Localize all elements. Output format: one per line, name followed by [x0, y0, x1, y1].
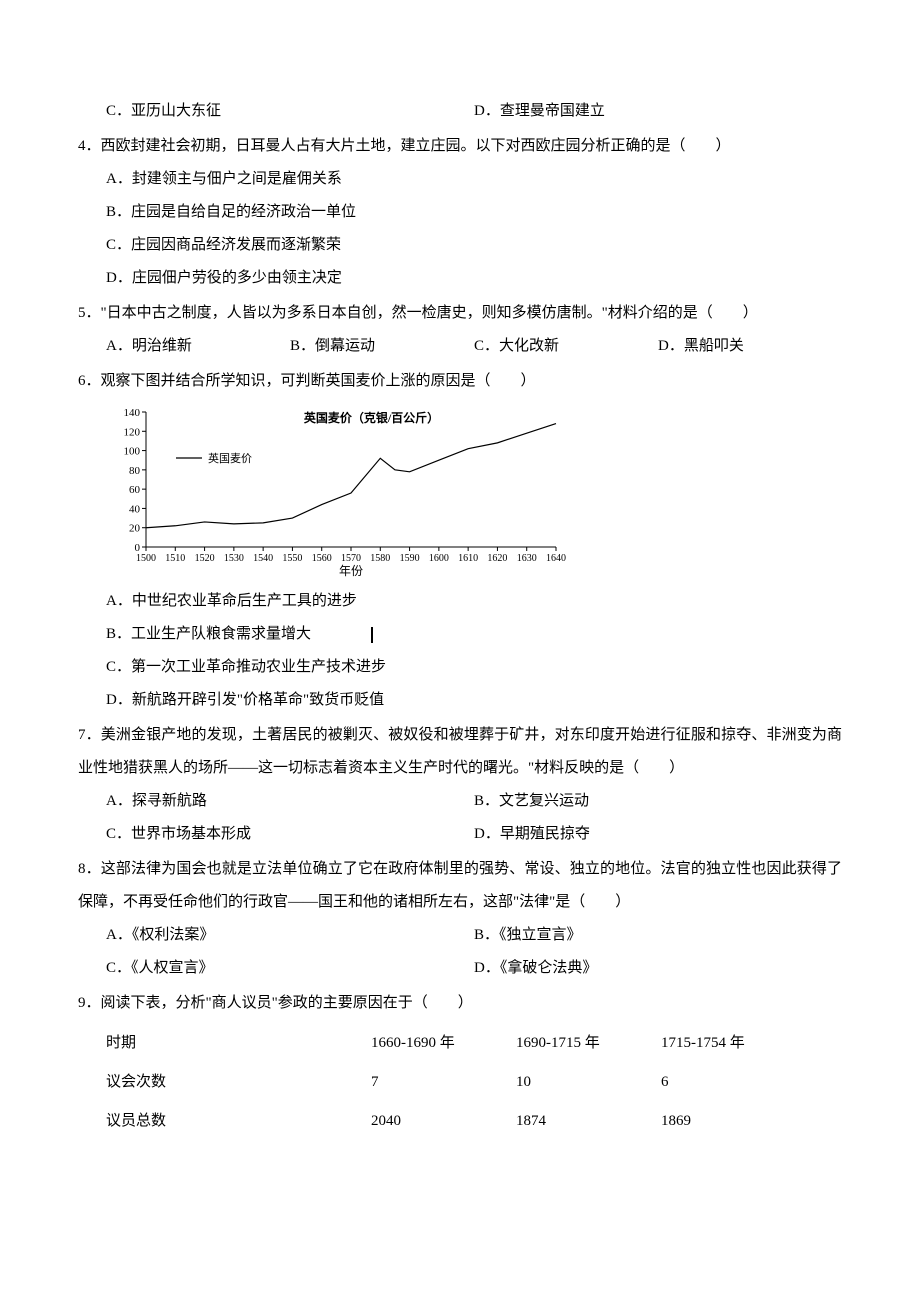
q7-option-a: A．探寻新航路 [106, 785, 474, 818]
q4-option-b: B．庄园是自给自足的经济政治一单位 [106, 196, 842, 229]
q9: 9．阅读下表，分析"商人议员"参政的主要原因在于（ ） 时期 1660-1690… [78, 987, 842, 1141]
q4-option-c: C．庄园因商品经济发展而逐渐繁荣 [106, 229, 842, 262]
q8-stem: 8．这部法律为国会也就是立法单位确立了它在政府体制里的强势、常设、独立的地位。法… [78, 853, 842, 919]
th-1690: 1690-1715 年 [516, 1024, 661, 1063]
q3-option-d: D．查理曼帝国建立 [474, 95, 842, 128]
q6-option-a: A．中世纪农业革命后生产工具的进步 [106, 585, 842, 618]
q6: 6．观察下图并结合所学知识，可判断英国麦价上涨的原因是（ ） 020406080… [78, 365, 842, 717]
q9-stem: 9．阅读下表，分析"商人议员"参政的主要原因在于（ ） [78, 987, 842, 1020]
svg-text:1630: 1630 [517, 553, 537, 564]
q7-option-b: B．文艺复兴运动 [474, 785, 842, 818]
q6-option-d: D．新航路开辟引发"价格革命"致货币贬值 [106, 684, 842, 717]
q8: 8．这部法律为国会也就是立法单位确立了它在政府体制里的强势、常设、独立的地位。法… [78, 853, 842, 985]
svg-text:1640: 1640 [546, 553, 566, 564]
q7: 7．美洲金银产地的发现，土著居民的被剿灭、被奴役和被埋葬于矿井，对东印度开始进行… [78, 719, 842, 851]
q6-chart: 0204060801001201401500151015201530154015… [78, 404, 842, 579]
q5-option-d: D．黑船叩关 [658, 330, 842, 363]
q3-options: C．亚历山大东征 D．查理曼帝国建立 [78, 95, 842, 128]
q6-stem: 6．观察下图并结合所学知识，可判断英国麦价上涨的原因是（ ） [78, 365, 842, 398]
svg-text:120: 120 [124, 426, 141, 438]
svg-text:英国麦价: 英国麦价 [208, 451, 252, 465]
q8-option-a: A．《权利法案》 [106, 919, 474, 952]
th-1715: 1715-1754 年 [661, 1024, 806, 1063]
table-row: 议员总数 2040 1874 1869 [106, 1102, 842, 1141]
svg-text:1610: 1610 [458, 553, 478, 564]
q8-option-d: D．《拿破仑法典》 [474, 952, 842, 985]
wheat-price-chart: 0204060801001201401500151015201530154015… [106, 404, 566, 579]
svg-text:60: 60 [129, 484, 141, 496]
q7-option-d: D．早期殖民掠夺 [474, 818, 842, 851]
table-row: 议会次数 7 10 6 [106, 1063, 842, 1102]
q8-option-b: B．《独立宣言》 [474, 919, 842, 952]
svg-text:1540: 1540 [253, 553, 273, 564]
svg-text:1570: 1570 [341, 553, 361, 564]
q4-stem: 4．西欧封建社会初期，日耳曼人占有大片土地，建立庄园。以下对西欧庄园分析正确的是… [78, 130, 842, 163]
q5: 5．"日本中古之制度，人皆以为多系日本自创，然一检唐史，则知多模仿唐制。"材料介… [78, 297, 842, 363]
q6-option-b: B．工业生产队粮食需求量增大 [106, 618, 842, 651]
q7-option-c: C．世界市场基本形成 [106, 818, 474, 851]
text-cursor-icon [371, 627, 373, 643]
table-header-row: 时期 1660-1690 年 1690-1715 年 1715-1754 年 [106, 1024, 842, 1063]
svg-text:80: 80 [129, 465, 141, 477]
svg-text:英国麦价（克银/百公斤）: 英国麦价（克银/百公斤） [304, 410, 439, 425]
svg-text:1600: 1600 [429, 553, 449, 564]
th-period: 时期 [106, 1024, 371, 1063]
svg-text:1550: 1550 [282, 553, 302, 564]
svg-text:20: 20 [129, 523, 141, 535]
q5-option-a: A．明治维新 [106, 330, 290, 363]
svg-text:40: 40 [129, 503, 141, 515]
q6-option-c: C．第一次工业革命推动农业生产技术进步 [106, 651, 842, 684]
q9-table: 时期 1660-1690 年 1690-1715 年 1715-1754 年 议… [78, 1024, 842, 1141]
q5-option-c: C．大化改新 [474, 330, 658, 363]
q5-option-b: B．倒幕运动 [290, 330, 474, 363]
q5-stem: 5．"日本中古之制度，人皆以为多系日本自创，然一检唐史，则知多模仿唐制。"材料介… [78, 297, 842, 330]
svg-text:1580: 1580 [370, 553, 390, 564]
q8-option-c: C．《人权宣言》 [106, 952, 474, 985]
svg-text:140: 140 [124, 407, 141, 419]
q4-option-a: A．封建领主与佃户之间是雇佣关系 [106, 163, 842, 196]
q4-option-d: D．庄园佃户劳役的多少由领主决定 [106, 262, 842, 295]
svg-text:1560: 1560 [312, 553, 332, 564]
page: C．亚历山大东征 D．查理曼帝国建立 4．西欧封建社会初期，日耳曼人占有大片土地… [0, 0, 920, 1183]
th-1660: 1660-1690 年 [371, 1024, 516, 1063]
svg-text:1520: 1520 [195, 553, 215, 564]
q7-stem: 7．美洲金银产地的发现，土著居民的被剿灭、被奴役和被埋葬于矿井，对东印度开始进行… [78, 719, 842, 785]
svg-text:1530: 1530 [224, 553, 244, 564]
q3-option-c: C．亚历山大东征 [106, 95, 474, 128]
svg-text:1510: 1510 [165, 553, 185, 564]
svg-text:年份: 年份 [339, 564, 363, 578]
svg-text:1620: 1620 [487, 553, 507, 564]
svg-text:100: 100 [124, 446, 141, 458]
svg-text:1590: 1590 [400, 553, 420, 564]
q4: 4．西欧封建社会初期，日耳曼人占有大片土地，建立庄园。以下对西欧庄园分析正确的是… [78, 130, 842, 295]
svg-text:1500: 1500 [136, 553, 156, 564]
